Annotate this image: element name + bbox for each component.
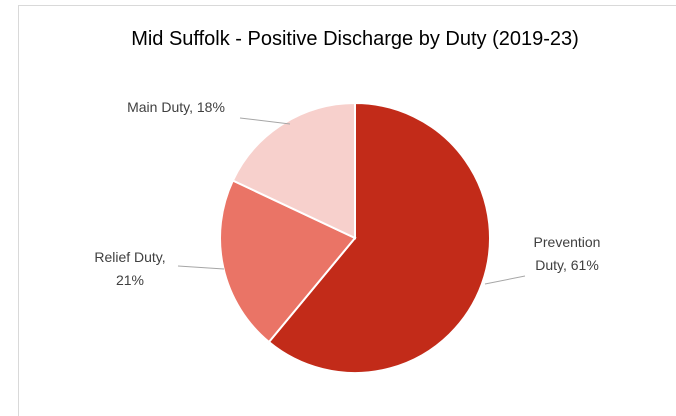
leader-line: [239, 117, 291, 125]
pie-slice: [267, 101, 491, 374]
data-label: Main Duty, 18%: [127, 99, 225, 115]
data-label-line: Relief Duty,: [94, 249, 165, 265]
leader-line: [484, 275, 526, 285]
data-label: Relief Duty, 21%: [94, 249, 165, 288]
pie-slice: [219, 179, 357, 344]
data-label-line: 21%: [116, 272, 144, 288]
data-label-line: Prevention: [534, 234, 601, 250]
data-label-line: Duty, 61%: [535, 257, 599, 273]
chart-title: Mid Suffolk - Positive Discharge by Duty…: [131, 28, 579, 50]
data-label: Prevention Duty, 61%: [534, 234, 601, 273]
pie-slice: [231, 101, 356, 240]
leader-line: [177, 265, 225, 270]
